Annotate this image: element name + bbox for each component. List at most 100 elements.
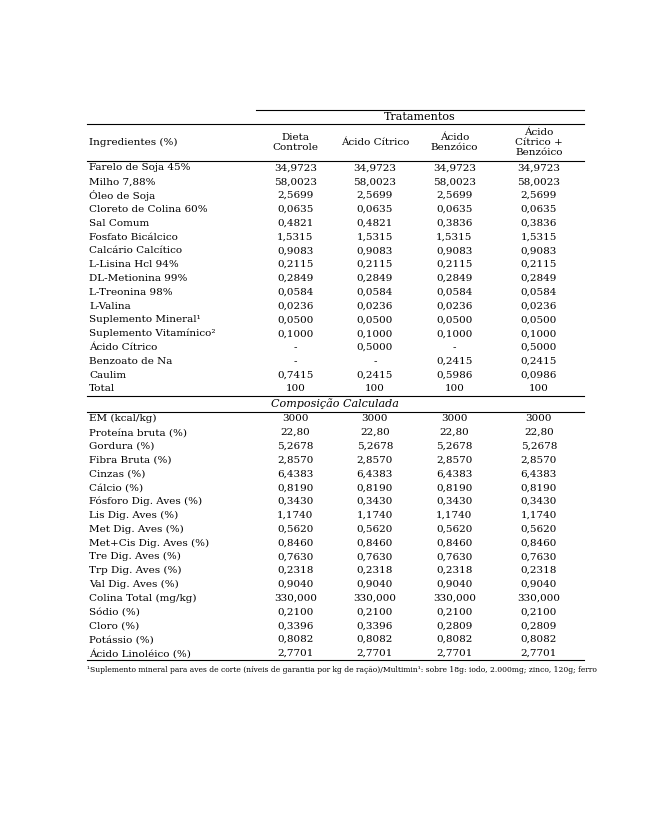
Text: 1,1740: 1,1740 — [356, 511, 393, 520]
Text: Ácido Linoléico (%): Ácido Linoléico (%) — [90, 649, 191, 659]
Text: L-Lisina Hcl 94%: L-Lisina Hcl 94% — [90, 260, 179, 269]
Text: 0,5000: 0,5000 — [521, 343, 557, 352]
Text: 2,5699: 2,5699 — [436, 191, 473, 200]
Text: 0,9083: 0,9083 — [436, 246, 473, 255]
Text: 0,5620: 0,5620 — [277, 525, 314, 534]
Text: 2,7701: 2,7701 — [277, 649, 314, 658]
Text: 1,1740: 1,1740 — [277, 511, 314, 520]
Text: Composição Calculada: Composição Calculada — [271, 399, 399, 409]
Text: 0,2318: 0,2318 — [277, 566, 314, 575]
Text: 0,7630: 0,7630 — [521, 552, 557, 561]
Text: 0,0500: 0,0500 — [521, 315, 557, 324]
Text: 0,0584: 0,0584 — [356, 288, 393, 297]
Text: 1,5315: 1,5315 — [356, 233, 393, 242]
Text: 0,0635: 0,0635 — [436, 205, 473, 214]
Text: Cloro (%): Cloro (%) — [90, 621, 139, 631]
Text: 0,8190: 0,8190 — [436, 483, 473, 492]
Text: 0,3396: 0,3396 — [356, 621, 393, 631]
Text: Suplemento Vitamínico²: Suplemento Vitamínico² — [90, 329, 216, 339]
Text: 0,0236: 0,0236 — [277, 302, 314, 310]
Text: 100: 100 — [365, 384, 385, 394]
Text: 0,0635: 0,0635 — [277, 205, 314, 214]
Text: 0,4821: 0,4821 — [277, 219, 314, 228]
Text: Fósforo Dig. Aves (%): Fósforo Dig. Aves (%) — [90, 497, 203, 506]
Text: 0,2415: 0,2415 — [356, 370, 393, 379]
Text: Lis Dig. Aves (%): Lis Dig. Aves (%) — [90, 511, 179, 520]
Text: Tre Dig. Aves (%): Tre Dig. Aves (%) — [90, 552, 181, 561]
Text: Milho 7,88%: Milho 7,88% — [90, 178, 156, 186]
Text: 34,9723: 34,9723 — [353, 163, 396, 173]
Text: 6,4383: 6,4383 — [277, 470, 314, 479]
Text: 0,7630: 0,7630 — [356, 552, 393, 561]
Text: 5,2678: 5,2678 — [356, 442, 393, 451]
Text: 330,000: 330,000 — [433, 594, 476, 603]
Text: Tratamentos: Tratamentos — [384, 112, 455, 122]
Text: 0,9040: 0,9040 — [277, 580, 314, 589]
Text: 100: 100 — [445, 384, 464, 394]
Text: 0,8190: 0,8190 — [521, 483, 557, 492]
Text: Caulim: Caulim — [90, 370, 126, 379]
Text: 330,000: 330,000 — [353, 594, 396, 603]
Text: Ingredientes (%): Ingredientes (%) — [90, 138, 178, 147]
Text: 0,0584: 0,0584 — [277, 288, 314, 297]
Text: 3000: 3000 — [282, 414, 309, 424]
Text: Óleo de Soja: Óleo de Soja — [90, 190, 156, 201]
Text: Cálcio (%): Cálcio (%) — [90, 483, 143, 492]
Text: Dieta
Controle: Dieta Controle — [273, 133, 318, 152]
Text: Colina Total (mg/kg): Colina Total (mg/kg) — [90, 594, 197, 603]
Text: 0,8082: 0,8082 — [356, 636, 393, 644]
Text: 0,8460: 0,8460 — [277, 539, 314, 548]
Text: Farelo de Soja 45%: Farelo de Soja 45% — [90, 163, 191, 173]
Text: 0,0986: 0,0986 — [521, 370, 557, 379]
Text: 34,9723: 34,9723 — [274, 163, 317, 173]
Text: 0,8190: 0,8190 — [356, 483, 393, 492]
Text: 1,1740: 1,1740 — [436, 511, 473, 520]
Text: 22,80: 22,80 — [439, 428, 470, 437]
Text: -: - — [453, 343, 456, 352]
Text: 0,3430: 0,3430 — [277, 497, 314, 506]
Text: 2,5699: 2,5699 — [356, 191, 393, 200]
Text: 0,1000: 0,1000 — [356, 329, 393, 338]
Text: 1,5315: 1,5315 — [277, 233, 314, 242]
Text: 2,5699: 2,5699 — [521, 191, 557, 200]
Text: 5,2678: 5,2678 — [436, 442, 473, 451]
Text: 0,2318: 0,2318 — [521, 566, 557, 575]
Text: Potássio (%): Potássio (%) — [90, 636, 154, 644]
Text: 58,0023: 58,0023 — [517, 178, 560, 186]
Text: Trp Dig. Aves (%): Trp Dig. Aves (%) — [90, 566, 182, 575]
Text: Cinzas (%): Cinzas (%) — [90, 470, 146, 479]
Text: 34,9723: 34,9723 — [433, 163, 476, 173]
Text: Val Dig. Aves (%): Val Dig. Aves (%) — [90, 580, 179, 589]
Text: 100: 100 — [286, 384, 305, 394]
Text: Proteína bruta (%): Proteína bruta (%) — [90, 428, 187, 437]
Text: 0,0635: 0,0635 — [356, 205, 393, 214]
Text: EM (kcal/kg): EM (kcal/kg) — [90, 414, 157, 424]
Text: 0,5620: 0,5620 — [436, 525, 473, 534]
Text: 0,0635: 0,0635 — [521, 205, 557, 214]
Text: 0,2849: 0,2849 — [521, 274, 557, 283]
Text: Cloreto de Colina 60%: Cloreto de Colina 60% — [90, 205, 208, 214]
Text: 0,2849: 0,2849 — [356, 274, 393, 283]
Text: 0,2809: 0,2809 — [521, 621, 557, 631]
Text: 0,7630: 0,7630 — [436, 552, 473, 561]
Text: 3000: 3000 — [441, 414, 468, 424]
Text: 0,5620: 0,5620 — [521, 525, 557, 534]
Text: 0,2849: 0,2849 — [277, 274, 314, 283]
Text: 0,7630: 0,7630 — [277, 552, 314, 561]
Text: 0,1000: 0,1000 — [436, 329, 473, 338]
Text: 0,3430: 0,3430 — [356, 497, 393, 506]
Text: Benzoato de Na: Benzoato de Na — [90, 357, 173, 366]
Text: 0,2809: 0,2809 — [436, 621, 473, 631]
Text: 0,0236: 0,0236 — [356, 302, 393, 310]
Text: 0,2100: 0,2100 — [521, 607, 557, 616]
Text: 0,2115: 0,2115 — [356, 260, 393, 269]
Text: 0,9040: 0,9040 — [356, 580, 393, 589]
Text: 0,9083: 0,9083 — [277, 246, 314, 255]
Text: 0,2115: 0,2115 — [436, 260, 473, 269]
Text: 1,1740: 1,1740 — [521, 511, 557, 520]
Text: 0,8082: 0,8082 — [277, 636, 314, 644]
Text: 0,0500: 0,0500 — [277, 315, 314, 324]
Text: 0,2318: 0,2318 — [436, 566, 473, 575]
Text: 0,0236: 0,0236 — [521, 302, 557, 310]
Text: 330,000: 330,000 — [274, 594, 317, 603]
